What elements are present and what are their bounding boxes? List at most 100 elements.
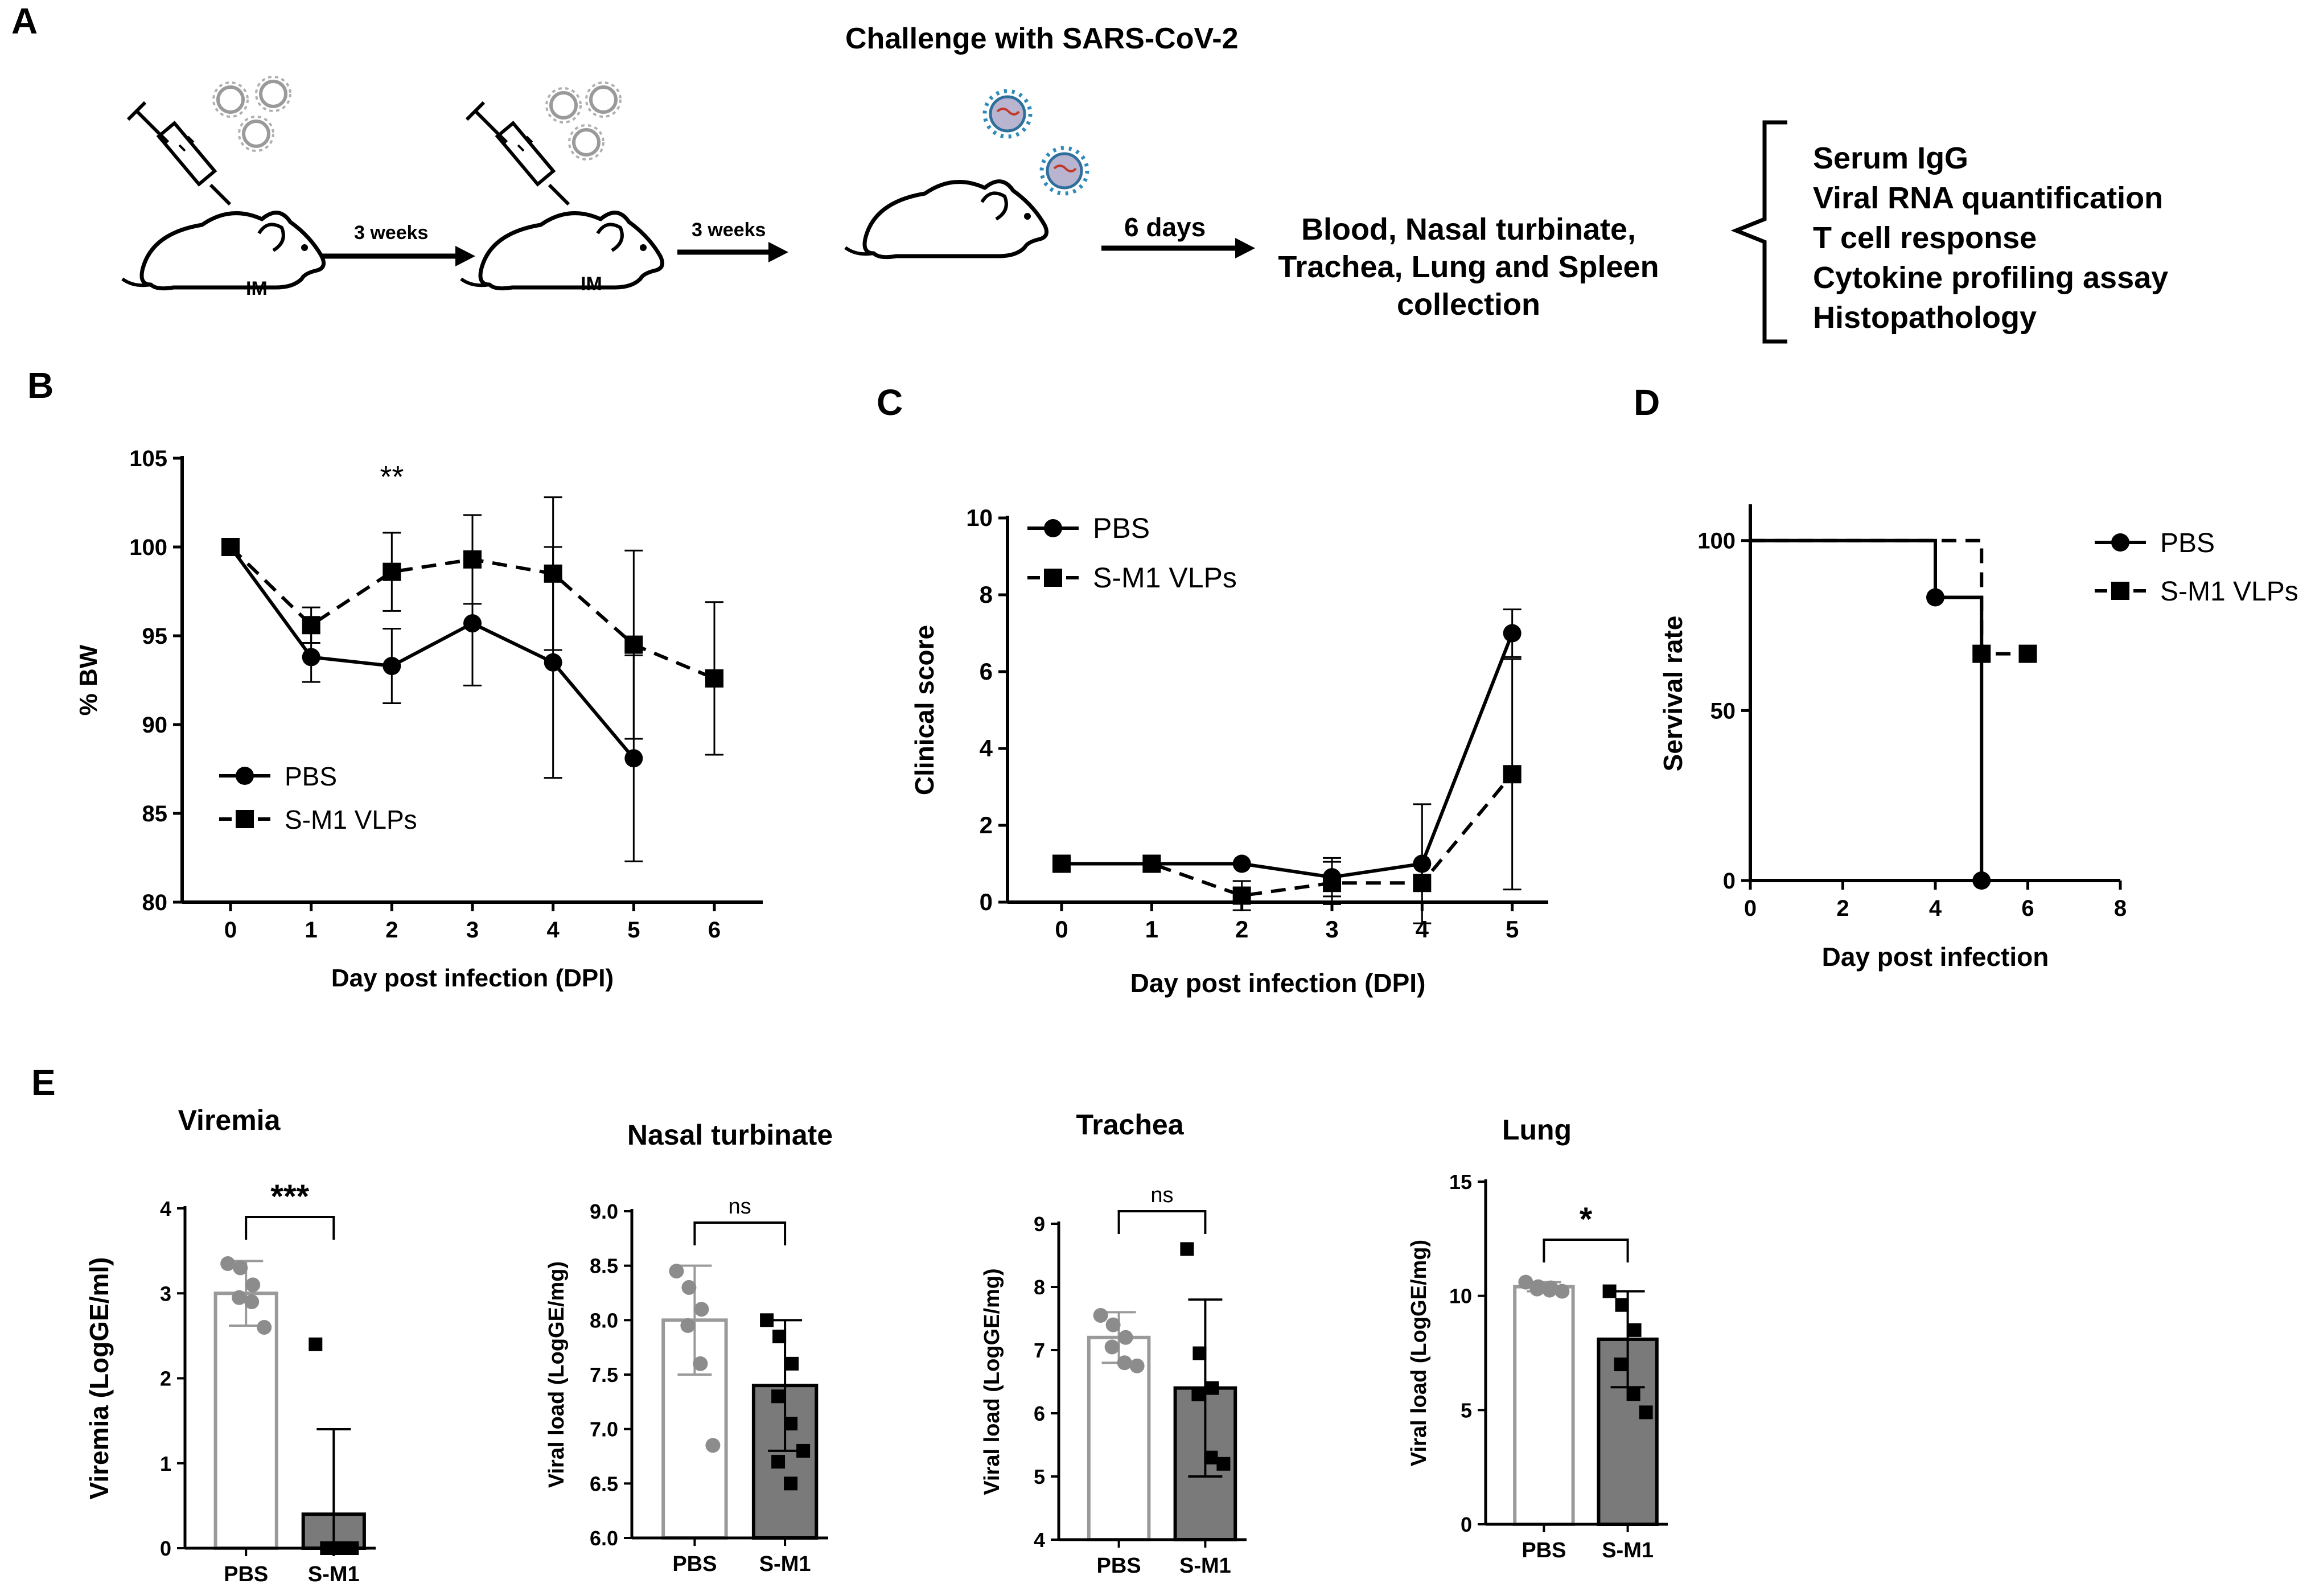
chart-title: Trachea [1076, 1109, 1184, 1141]
data-point-pbs [705, 1438, 721, 1453]
legend-marker [236, 767, 254, 785]
data-point-s-m1 [1614, 1358, 1628, 1372]
legend-marker [1044, 519, 1062, 537]
x-tick-label: 5 [627, 918, 640, 943]
panel-letter-d: D [1634, 382, 1660, 423]
data-point-s-m1 [796, 1443, 811, 1458]
chart-title: Nasal turbinate [627, 1119, 833, 1151]
data-point-pbs [1118, 1330, 1133, 1345]
y-tick-label: 2 [160, 1367, 171, 1391]
series-s-m1-vlps-point [544, 564, 562, 583]
collection-line-3: collection [1396, 287, 1541, 322]
legend-label: PBS [2160, 528, 2215, 558]
data-point-pbs [1542, 1282, 1557, 1298]
significance-bracket [1543, 1239, 1629, 1262]
data-point-s-m1 [771, 1389, 786, 1404]
chart-title: Lung [1502, 1114, 1572, 1146]
y-tick-label: 6 [1034, 1402, 1045, 1425]
data-point-pbs [1555, 1284, 1570, 1299]
collection-line-1: Blood, Nasal turbinate, [1301, 212, 1636, 246]
x-tick-label: 3 [466, 918, 479, 943]
series-s-m1-vlps-point [463, 550, 482, 569]
y-tick-label: 9.0 [590, 1200, 618, 1223]
significance-bracket [245, 1216, 335, 1240]
significance-label: ns [729, 1195, 751, 1219]
y-axis-label: Viral load (LogGE/mg) [980, 1268, 1004, 1495]
data-point-s-m1 [784, 1417, 798, 1431]
series-pbs-point [302, 648, 320, 667]
series-s-m1-vlps-point [2018, 644, 2037, 663]
y-tick-label: 5 [1461, 1398, 1472, 1422]
data-point-s-m1 [1626, 1387, 1640, 1401]
series-s-m1-vlps-point [1232, 886, 1251, 905]
legend-marker [2111, 533, 2129, 552]
panel-letter-e: E [31, 1062, 56, 1103]
data-point-s-m1 [784, 1476, 798, 1491]
series-pbs-point [1926, 588, 1944, 607]
data-point-pbs [220, 1256, 236, 1272]
y-tick-label: 0 [1461, 1513, 1472, 1536]
y-tick-label: 85 [142, 801, 168, 826]
assay-item: T cell response [1813, 221, 2037, 255]
data-point-s-m1 [1639, 1405, 1653, 1420]
significance-label: *** [270, 1178, 309, 1215]
x-tick-label: 4 [547, 918, 560, 943]
y-tick-label: 10 [966, 504, 993, 531]
y-tick-label: 8.0 [590, 1309, 618, 1332]
series-s-m1-vlps-point [1972, 644, 1991, 663]
data-point-pbs [1104, 1339, 1120, 1355]
y-tick-label: 0 [160, 1537, 171, 1560]
y-axis-label: Servival rate [1658, 616, 1688, 772]
data-point-pbs [1117, 1355, 1132, 1371]
y-tick-label: 8 [980, 581, 993, 608]
legend-label: S-M1 VLPs [285, 805, 417, 834]
data-point-pbs [1518, 1274, 1533, 1290]
data-point-pbs [693, 1356, 708, 1371]
data-point-pbs [1105, 1317, 1121, 1332]
y-tick-label: 100 [1697, 529, 1736, 554]
series-s-m1-vlps-point [1142, 854, 1161, 873]
significance-label: ** [380, 460, 404, 494]
data-point-pbs [244, 1294, 260, 1310]
y-tick-label: 6 [980, 658, 993, 685]
y-tick-label: 4 [980, 735, 993, 762]
y-axis-label: % BW [75, 644, 102, 715]
y-tick-label: 0 [1723, 869, 1736, 894]
data-point-s-m1 [1192, 1346, 1207, 1360]
x-tick-label: 6 [2021, 896, 2034, 921]
y-tick-label: 1 [160, 1452, 171, 1475]
series-s-m1-vlps-line [1062, 773, 1514, 898]
series-pbs-point [544, 653, 562, 672]
bar-pbs [1513, 1285, 1575, 1526]
y-tick-label: 6.5 [590, 1472, 618, 1495]
series-s-m1-vlps-point [383, 562, 401, 581]
y-tick-label: 105 [129, 446, 167, 471]
legend-label: S-M1 VLPs [2160, 577, 2298, 607]
x-axis-label: Day post infection (DPI) [1130, 968, 1426, 998]
series-s-m1-vlps-line [1750, 538, 2028, 656]
data-point-pbs [669, 1264, 684, 1279]
x-tick-label: 0 [1744, 896, 1757, 921]
y-tick-label: 8 [1034, 1276, 1045, 1299]
y-axis-label: Clinical score [910, 625, 939, 795]
y-tick-label: 80 [142, 890, 168, 915]
y-tick-label: 4 [1034, 1528, 1045, 1552]
data-point-s-m1 [760, 1313, 774, 1327]
y-tick-label: 0 [980, 889, 993, 915]
x-tick-label: 0 [224, 918, 237, 943]
series-s-m1-vlps-point [705, 669, 723, 688]
data-point-s-m1 [1205, 1381, 1219, 1395]
assay-item: Serum IgG [1813, 141, 1969, 175]
legend-label: PBS [1093, 512, 1150, 544]
bar-pbs [213, 1291, 278, 1550]
series-pbs-point [1503, 624, 1522, 643]
collection-text: Blood, Nasal turbinate, Trachea, Lung an… [1258, 211, 1679, 323]
y-tick-label: 3 [160, 1282, 171, 1305]
data-point-s-m1 [1180, 1242, 1194, 1256]
